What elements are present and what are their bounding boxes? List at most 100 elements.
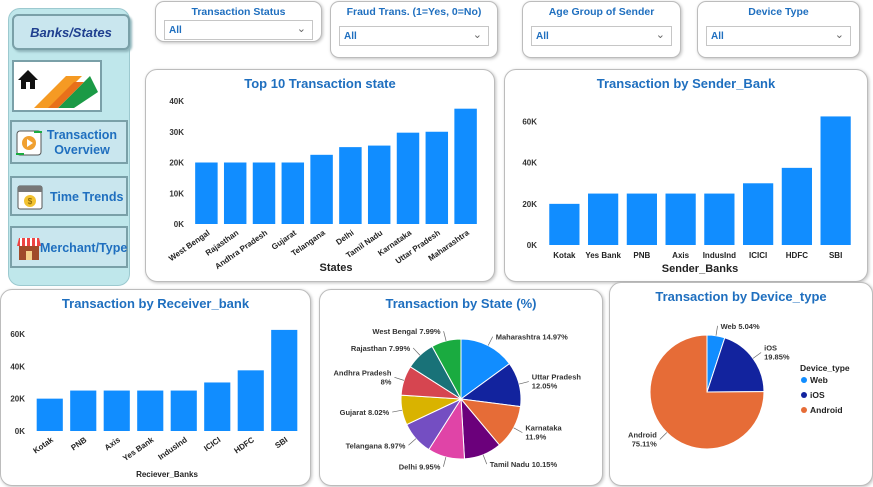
bar (781, 167, 812, 245)
bar (237, 370, 264, 431)
sidebar-title-box: Banks/States (12, 14, 130, 50)
sidebar-item-time-trends[interactable]: $ Time Trends (10, 176, 128, 216)
transaction-status-dropdown[interactable]: All ⌄ (164, 20, 313, 40)
slicer-age-group: Age Group of Sender All ⌄ (522, 1, 681, 58)
chart-title: Transaction by Receiver_bank (61, 296, 250, 311)
leader-line (513, 427, 523, 433)
leader-line (412, 347, 421, 356)
x-tick-label: Yes Bank (121, 435, 156, 463)
sidebar-item-merchant-type[interactable]: Merchant/Type (10, 226, 128, 268)
device-type-dropdown[interactable]: All ⌄ (706, 26, 851, 46)
slice-label: Gujarat 8.02% (340, 408, 390, 417)
x-tick-label: ICICI (202, 435, 222, 453)
bar (252, 162, 276, 224)
slicer-label: Transaction Status (191, 6, 286, 18)
pie-chart-device-type: Web 5.04% iOS 19.85% Android 75.11% Device_ty… (628, 322, 850, 450)
dropdown-value: All (711, 31, 724, 42)
slice-label: West Bengal 7.99% (372, 327, 441, 336)
pie-slice (649, 334, 765, 450)
legend-label: iOS (810, 390, 825, 400)
fraud-transaction-dropdown[interactable]: All ⌄ (339, 26, 489, 46)
chevron-down-icon: ⌄ (655, 29, 665, 41)
slicer-label: Fraud Trans. (1=Yes, 0=No) (346, 6, 482, 18)
x-tick-label: ICICI (749, 251, 767, 260)
leader-line (715, 325, 718, 336)
bar (310, 154, 333, 224)
bar (281, 162, 305, 224)
x-tick-label: HDFC (786, 251, 808, 260)
slice-label: iOS 19.85% (764, 343, 790, 361)
pie-slice (460, 338, 511, 400)
dropdown-value: All (169, 25, 182, 36)
bar-chart-sender-bank: 0K 20K 40K 60K Kotak Yes Bank PNB Axis IndusInd I… (522, 116, 851, 275)
x-tick-label: PNB (633, 251, 650, 260)
sidebar: Banks/States Transaction Overview $ Time… (8, 8, 130, 286)
slice-label: Karnataka 11.9% (525, 424, 562, 442)
slicer-fraud-transaction: Fraud Trans. (1=Yes, 0=No) All ⌄ (330, 1, 498, 58)
bar (367, 145, 391, 224)
slice-label: Tamil Nadu 10.15% (490, 460, 558, 469)
sidebar-item-label: Transaction Overview (46, 128, 118, 157)
legend-marker (801, 392, 807, 398)
sidebar-title: Banks/States (30, 25, 112, 40)
x-tick-label: Andhra Pradesh (213, 228, 269, 271)
age-group-dropdown[interactable]: All ⌄ (531, 26, 672, 46)
sidebar-item-label: Merchant/Type (40, 241, 128, 255)
slice-label: Rajasthan 7.99% (351, 344, 411, 353)
chevron-down-icon: ⌄ (472, 29, 482, 41)
store-icon (17, 238, 41, 260)
sidebar-item-transaction-overview[interactable]: Transaction Overview (10, 120, 128, 164)
x-tick-label: IndusInd (703, 251, 736, 260)
slicer-transaction-status: Transaction Status All ⌄ (155, 1, 322, 42)
bar (36, 398, 63, 431)
x-tick-label: Axis (103, 435, 122, 452)
svg-text:$: $ (28, 197, 33, 206)
chart-state-percent: Transaction by State (%) Maharashtra 14.… (319, 289, 603, 486)
bar (588, 193, 619, 245)
x-tick-label: SBI (273, 435, 289, 450)
y-tick-label: 60K (522, 118, 537, 127)
y-tick-label: 10K (169, 189, 184, 198)
x-tick-label: Delhi (334, 228, 355, 247)
leader-line (394, 376, 405, 381)
slicer-device-type: Device Type All ⌄ (697, 1, 860, 58)
chart-top10-states: Top 10 Transaction state 0K 10K 20K 30K 40K W… (145, 69, 495, 282)
x-tick-label: HDFC (233, 435, 257, 455)
x-axis-label: Sender_Banks (662, 263, 738, 275)
bar (103, 390, 130, 431)
bar (454, 108, 477, 224)
chevron-down-icon: ⌄ (834, 29, 844, 41)
x-tick-label: Kotak (32, 435, 56, 455)
pie-slice (431, 338, 462, 400)
y-tick-label: 30K (169, 128, 184, 137)
slicer-label: Age Group of Sender (548, 6, 655, 18)
slice-label: Maharashtra 14.97% (496, 333, 568, 342)
leader-line (443, 456, 447, 467)
bar-chart-receiver-bank: 0K 20K 40K 60K Kotak PNB Axis Yes Bank IndusInd I… (10, 329, 298, 479)
x-tick-label: Yes Bank (585, 251, 621, 260)
chevron-down-icon: ⌄ (296, 23, 306, 35)
leader-line (519, 381, 529, 385)
y-tick-label: 40K (10, 362, 25, 371)
bar (339, 147, 362, 224)
chart-title: Transaction by State (%) (385, 296, 537, 311)
home-button[interactable] (12, 60, 102, 112)
bar (70, 390, 97, 431)
x-axis-label: Reciever_Banks (136, 470, 198, 479)
chart-title: Transaction by Device_type (655, 289, 827, 304)
sidebar-item-label: Time Trends (50, 190, 124, 204)
leader-line (392, 409, 403, 413)
bar (743, 183, 774, 245)
y-tick-label: 0K (174, 220, 184, 229)
leader-line (752, 352, 762, 359)
dropdown-value: All (536, 31, 549, 42)
y-tick-label: 20K (169, 159, 184, 168)
legend-marker (801, 407, 807, 413)
y-tick-label: 20K (10, 395, 25, 404)
bar (626, 193, 657, 245)
slice-label: Delhi 9.95% (399, 463, 441, 472)
home-logo-icon (18, 70, 98, 108)
y-tick-label: 40K (522, 159, 537, 168)
bar (271, 329, 298, 431)
